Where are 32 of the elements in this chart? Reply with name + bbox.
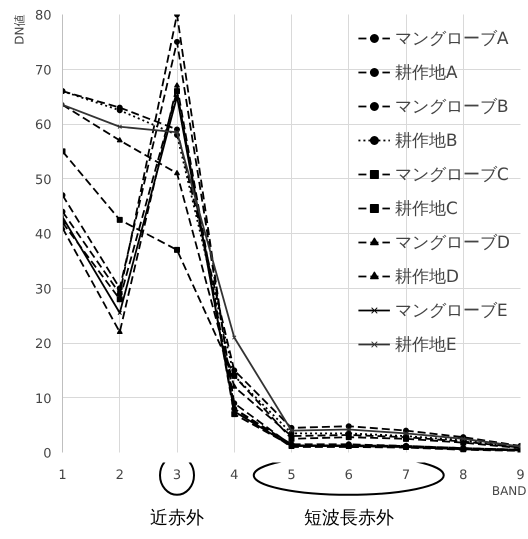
x-tick-label: 6	[344, 468, 353, 483]
legend-label: 耕作地D	[394, 266, 459, 288]
legend-label: 耕作地E	[394, 334, 457, 356]
y-tick-label: 70	[34, 63, 52, 78]
y-tick-label: 40	[34, 228, 52, 242]
x-tick-label: 1	[58, 468, 67, 483]
x-tick-label: 3	[172, 468, 182, 483]
y-tick-label: 20	[34, 337, 52, 352]
legend-label: マングローブB	[394, 96, 509, 118]
x-tick-label: 7	[402, 468, 410, 483]
y-tick-label: 50	[34, 172, 52, 188]
legend-label: マングローブC	[394, 164, 509, 186]
text: 近赤外	[150, 507, 204, 528]
y-axis-title: DN値	[12, 14, 26, 45]
legend-label: マングローブD	[394, 232, 510, 254]
x-tick-label: 5	[287, 468, 296, 483]
legend-label: 耕作地C	[394, 198, 458, 220]
y-tick-label: 60	[34, 118, 52, 133]
x-axis-title: BAND	[492, 484, 527, 498]
y-tick-label: 0	[43, 446, 52, 462]
x-tick-label: 8	[459, 468, 468, 483]
x-tick-label: 9	[516, 468, 525, 483]
legend-label: 耕作地A	[394, 62, 458, 84]
legend-label: マングローブE	[394, 300, 508, 322]
y-tick-label: 10	[34, 392, 52, 407]
legend-label: マングローブA	[394, 28, 509, 50]
legend-label: 耕作地B	[394, 130, 458, 152]
y-tick-label: 80	[34, 8, 52, 24]
text: 短波長赤外	[304, 507, 394, 528]
x-tick-label: 2	[116, 468, 124, 483]
y-tick-label: 30	[34, 282, 52, 298]
x-tick-label: 4	[230, 468, 238, 483]
